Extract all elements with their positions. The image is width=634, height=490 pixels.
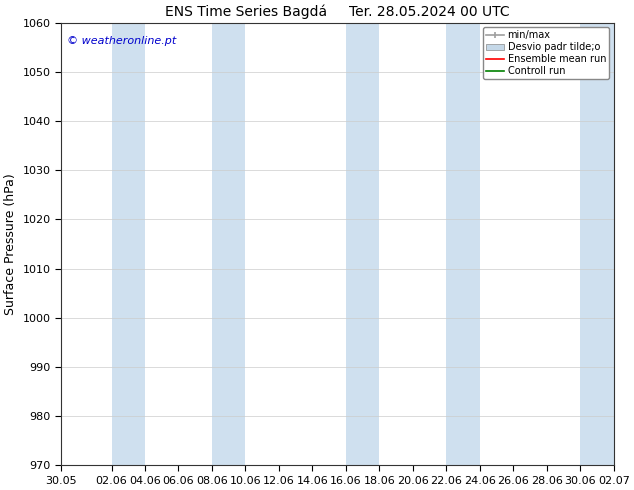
- Y-axis label: Surface Pressure (hPa): Surface Pressure (hPa): [4, 173, 17, 315]
- Legend: min/max, Desvio padr tilde;o, Ensemble mean run, Controll run: min/max, Desvio padr tilde;o, Ensemble m…: [483, 27, 609, 79]
- Bar: [112, 23, 145, 466]
- Title: ENS Time Series Bagdá     Ter. 28.05.2024 00 UTC: ENS Time Series Bagdá Ter. 28.05.2024 00…: [165, 4, 510, 19]
- Bar: [446, 23, 480, 466]
- Bar: [212, 23, 245, 466]
- Bar: [346, 23, 379, 466]
- Text: © weatheronline.pt: © weatheronline.pt: [67, 36, 176, 46]
- Bar: [580, 23, 614, 466]
